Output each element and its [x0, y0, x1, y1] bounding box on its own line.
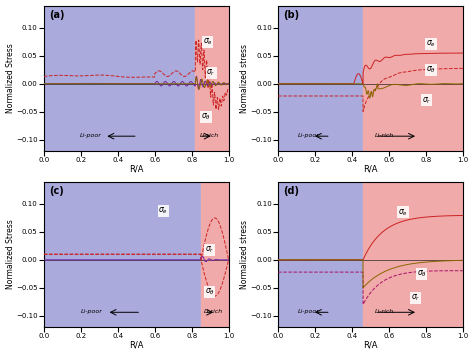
Text: Li-poor: Li-poor — [298, 133, 320, 138]
Text: Li-poor: Li-poor — [298, 310, 320, 315]
Text: Li-rich: Li-rich — [375, 133, 394, 138]
Text: $\sigma_\theta$: $\sigma_\theta$ — [205, 287, 215, 297]
X-axis label: R/A: R/A — [363, 340, 378, 349]
Y-axis label: Normalized stress: Normalized stress — [240, 220, 249, 289]
Text: Li-rich: Li-rich — [375, 310, 394, 315]
Text: $\sigma_r$: $\sigma_r$ — [205, 245, 214, 255]
Bar — [363, 6, 463, 151]
Text: $\sigma_\theta$: $\sigma_\theta$ — [426, 65, 436, 75]
Text: (d): (d) — [283, 186, 300, 196]
Text: Li-rich: Li-rich — [204, 310, 223, 315]
X-axis label: R/A: R/A — [363, 164, 378, 173]
Text: Li-rich: Li-rich — [200, 133, 219, 138]
Text: $\sigma_e$: $\sigma_e$ — [426, 38, 436, 49]
Bar — [195, 6, 228, 151]
Y-axis label: Normalized Stress: Normalized Stress — [6, 43, 15, 113]
Bar — [44, 182, 201, 327]
Y-axis label: Normalized Stress: Normalized Stress — [6, 219, 15, 289]
Bar — [44, 6, 195, 151]
Text: $\sigma_e$: $\sigma_e$ — [398, 207, 408, 218]
Text: (c): (c) — [49, 186, 64, 196]
Text: (a): (a) — [49, 10, 65, 20]
X-axis label: R/A: R/A — [129, 340, 144, 349]
Text: $\sigma_e$: $\sigma_e$ — [203, 37, 213, 47]
Text: $\sigma_\theta$: $\sigma_\theta$ — [201, 112, 211, 122]
Y-axis label: Normalized stress: Normalized stress — [240, 44, 249, 113]
Text: (b): (b) — [283, 10, 300, 20]
Text: $\sigma_e$: $\sigma_e$ — [158, 206, 168, 216]
Text: $\sigma_r$: $\sigma_r$ — [422, 95, 431, 106]
Text: Li-poor: Li-poor — [81, 310, 103, 315]
X-axis label: R/A: R/A — [129, 164, 144, 173]
Text: $\sigma_r$: $\sigma_r$ — [206, 67, 216, 78]
Text: $\sigma_r$: $\sigma_r$ — [411, 293, 420, 303]
Bar — [201, 182, 228, 327]
Text: Li-poor: Li-poor — [80, 133, 101, 138]
Text: $\sigma_\theta$: $\sigma_\theta$ — [417, 268, 427, 279]
Bar — [278, 182, 363, 327]
Bar — [278, 6, 363, 151]
Bar — [363, 182, 463, 327]
